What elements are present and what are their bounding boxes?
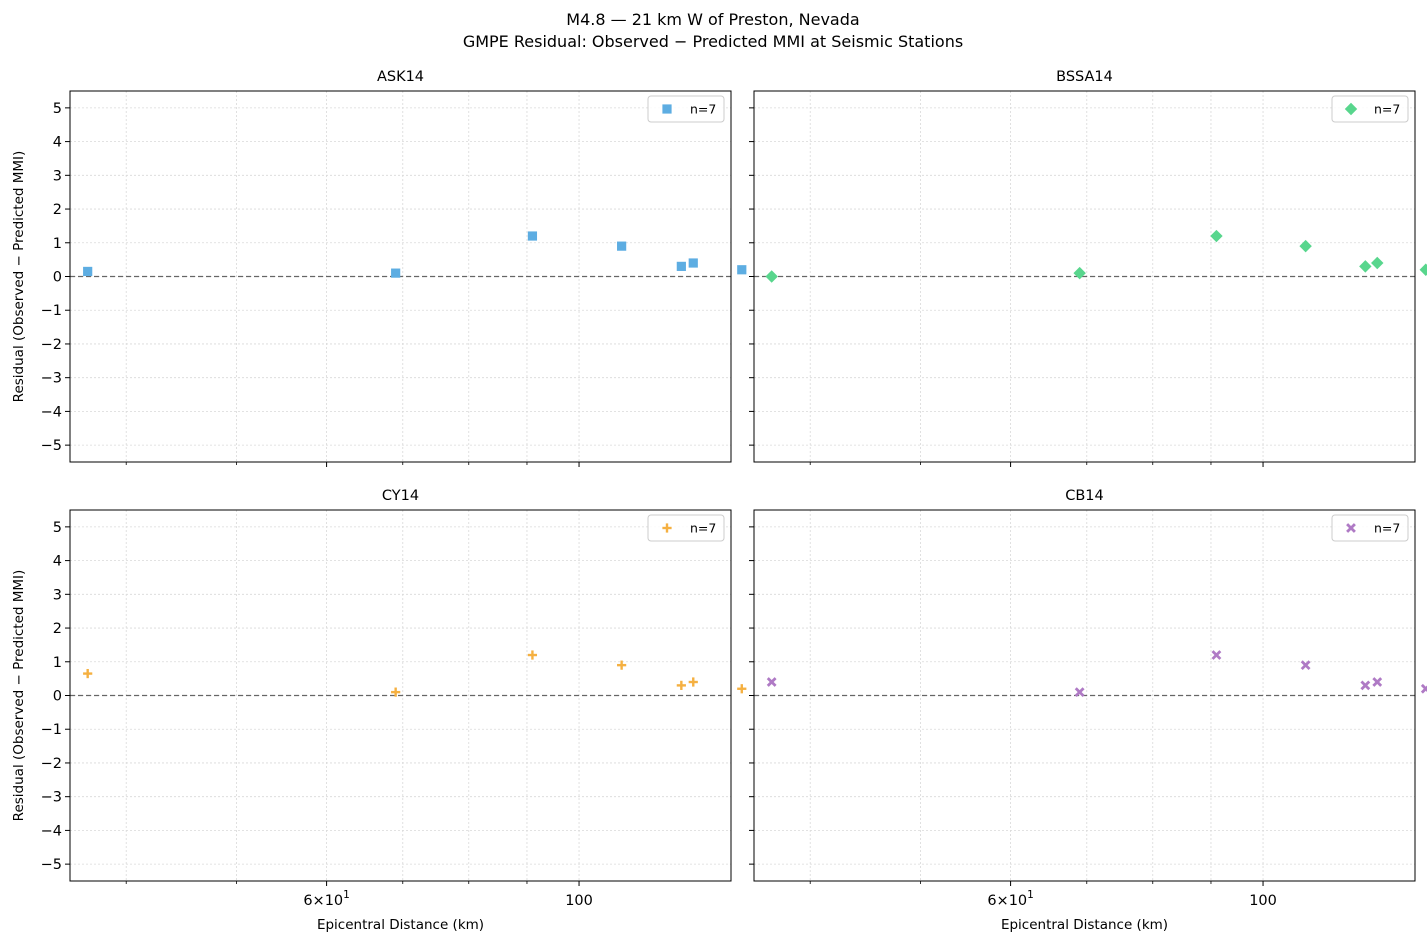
data-points — [83, 231, 747, 278]
legend-box — [647, 514, 725, 542]
x-tick-label: 100 — [565, 893, 593, 909]
data-point — [688, 258, 698, 268]
x-axis-label: Epicentral Distance (km) — [1001, 917, 1168, 933]
y-tick-label: 1 — [53, 236, 62, 252]
data-point — [1371, 256, 1384, 270]
data-point — [617, 660, 627, 670]
y-tick-label: 3 — [53, 168, 62, 184]
y-tick-label: −4 — [41, 404, 62, 420]
data-points — [766, 650, 1427, 698]
x-tick-label: 6×101 — [987, 889, 1034, 909]
legend-marker — [662, 104, 672, 114]
data-point — [527, 650, 538, 660]
figure-title-line2: GMPE Residual: Observed − Predicted MMI … — [463, 32, 963, 51]
legend-label: n=7 — [1374, 102, 1400, 117]
data-point — [617, 241, 627, 251]
y-tick-label: 1 — [53, 655, 62, 671]
data-points — [765, 229, 1427, 283]
y-tick-label: 2 — [53, 202, 62, 218]
legend: n=7 — [1331, 514, 1409, 542]
legend-box — [1331, 514, 1409, 542]
legend-marker — [1346, 523, 1356, 533]
data-point — [1299, 239, 1312, 253]
subplot-title: BSSA14 — [1056, 69, 1113, 85]
subplot-title: CB14 — [1065, 488, 1104, 504]
data-point — [1210, 229, 1223, 243]
data-point — [83, 668, 93, 679]
legend-box — [647, 95, 725, 123]
y-tick-label: −2 — [41, 337, 62, 353]
data-point — [737, 265, 747, 275]
data-point — [1372, 677, 1383, 687]
y-tick-label: 3 — [53, 587, 62, 603]
data-point — [83, 266, 93, 277]
y-tick-label: 0 — [53, 270, 62, 286]
data-point — [1420, 683, 1427, 694]
y-tick-label: −2 — [41, 756, 62, 772]
data-point — [391, 268, 401, 278]
legend: n=7 — [647, 95, 725, 123]
y-tick-label: 2 — [53, 621, 62, 637]
data-point — [391, 687, 401, 697]
data-point — [688, 677, 698, 687]
y-axis-label: Residual (Observed − Predicted MMI) — [11, 151, 27, 403]
y-tick-label: −5 — [41, 857, 62, 873]
data-point — [1419, 263, 1427, 276]
legend-marker — [1344, 102, 1358, 116]
x-tick-label: 100 — [1249, 893, 1277, 909]
y-tick-label: 0 — [53, 689, 62, 705]
subplot-cy14: −5 −4 −3 −2 −1 0 1 2 3 4 5 6×101 100 CY14 Residual (Ob… — [11, 488, 747, 933]
data-point — [737, 684, 747, 694]
y-tick-label: 4 — [53, 135, 62, 151]
y-tick-label: −5 — [41, 438, 62, 454]
legend: n=7 — [1331, 95, 1409, 123]
data-point — [1073, 266, 1086, 280]
y-tick-label: −3 — [41, 371, 62, 387]
y-tick-label: 5 — [53, 520, 62, 536]
legend-label: n=7 — [690, 521, 716, 536]
data-point — [1359, 260, 1372, 273]
data-point — [527, 231, 538, 241]
y-tick-label: 5 — [53, 101, 62, 117]
y-tick-label: −1 — [41, 303, 62, 319]
data-point — [1360, 680, 1371, 691]
legend-box — [1331, 95, 1409, 123]
data-point — [676, 261, 686, 271]
legend: n=7 — [647, 514, 725, 542]
subplot-title: ASK14 — [377, 69, 424, 85]
subplot-grid: −5 −4 −3 −2 −1 0 1 2 3 4 5 ASK14 Residual (Observed … — [11, 69, 1427, 933]
data-point — [766, 677, 777, 687]
subplot-ask14: −5 −4 −3 −2 −1 0 1 2 3 4 5 ASK14 Residual (Observed … — [11, 69, 747, 467]
legend-label: n=7 — [1374, 521, 1400, 536]
figure-title-line1: M4.8 — 21 km W of Preston, Nevada — [566, 10, 859, 29]
legend-label: n=7 — [690, 102, 716, 117]
y-axis-label: Residual (Observed − Predicted MMI) — [11, 570, 27, 822]
data-points — [83, 650, 747, 697]
data-point — [1074, 687, 1085, 698]
y-tick-label: −4 — [41, 823, 62, 839]
x-axis-label: Epicentral Distance (km) — [317, 917, 484, 933]
subplot-cb14: 6×101 100 CB14 Epicentral Distance (km) n=7 — [749, 488, 1427, 933]
legend-marker — [662, 523, 672, 533]
data-point — [1300, 660, 1311, 671]
y-tick-label: 4 — [53, 554, 62, 570]
y-tick-label: −1 — [41, 722, 62, 738]
subplot-title: CY14 — [382, 488, 419, 504]
data-point — [676, 680, 686, 690]
subplot-bssa14: BSSA14 n=7 — [749, 69, 1427, 467]
x-tick-label: 6×101 — [303, 889, 350, 909]
y-tick-label: −3 — [41, 790, 62, 806]
data-point — [765, 270, 778, 283]
data-point — [1211, 650, 1222, 660]
